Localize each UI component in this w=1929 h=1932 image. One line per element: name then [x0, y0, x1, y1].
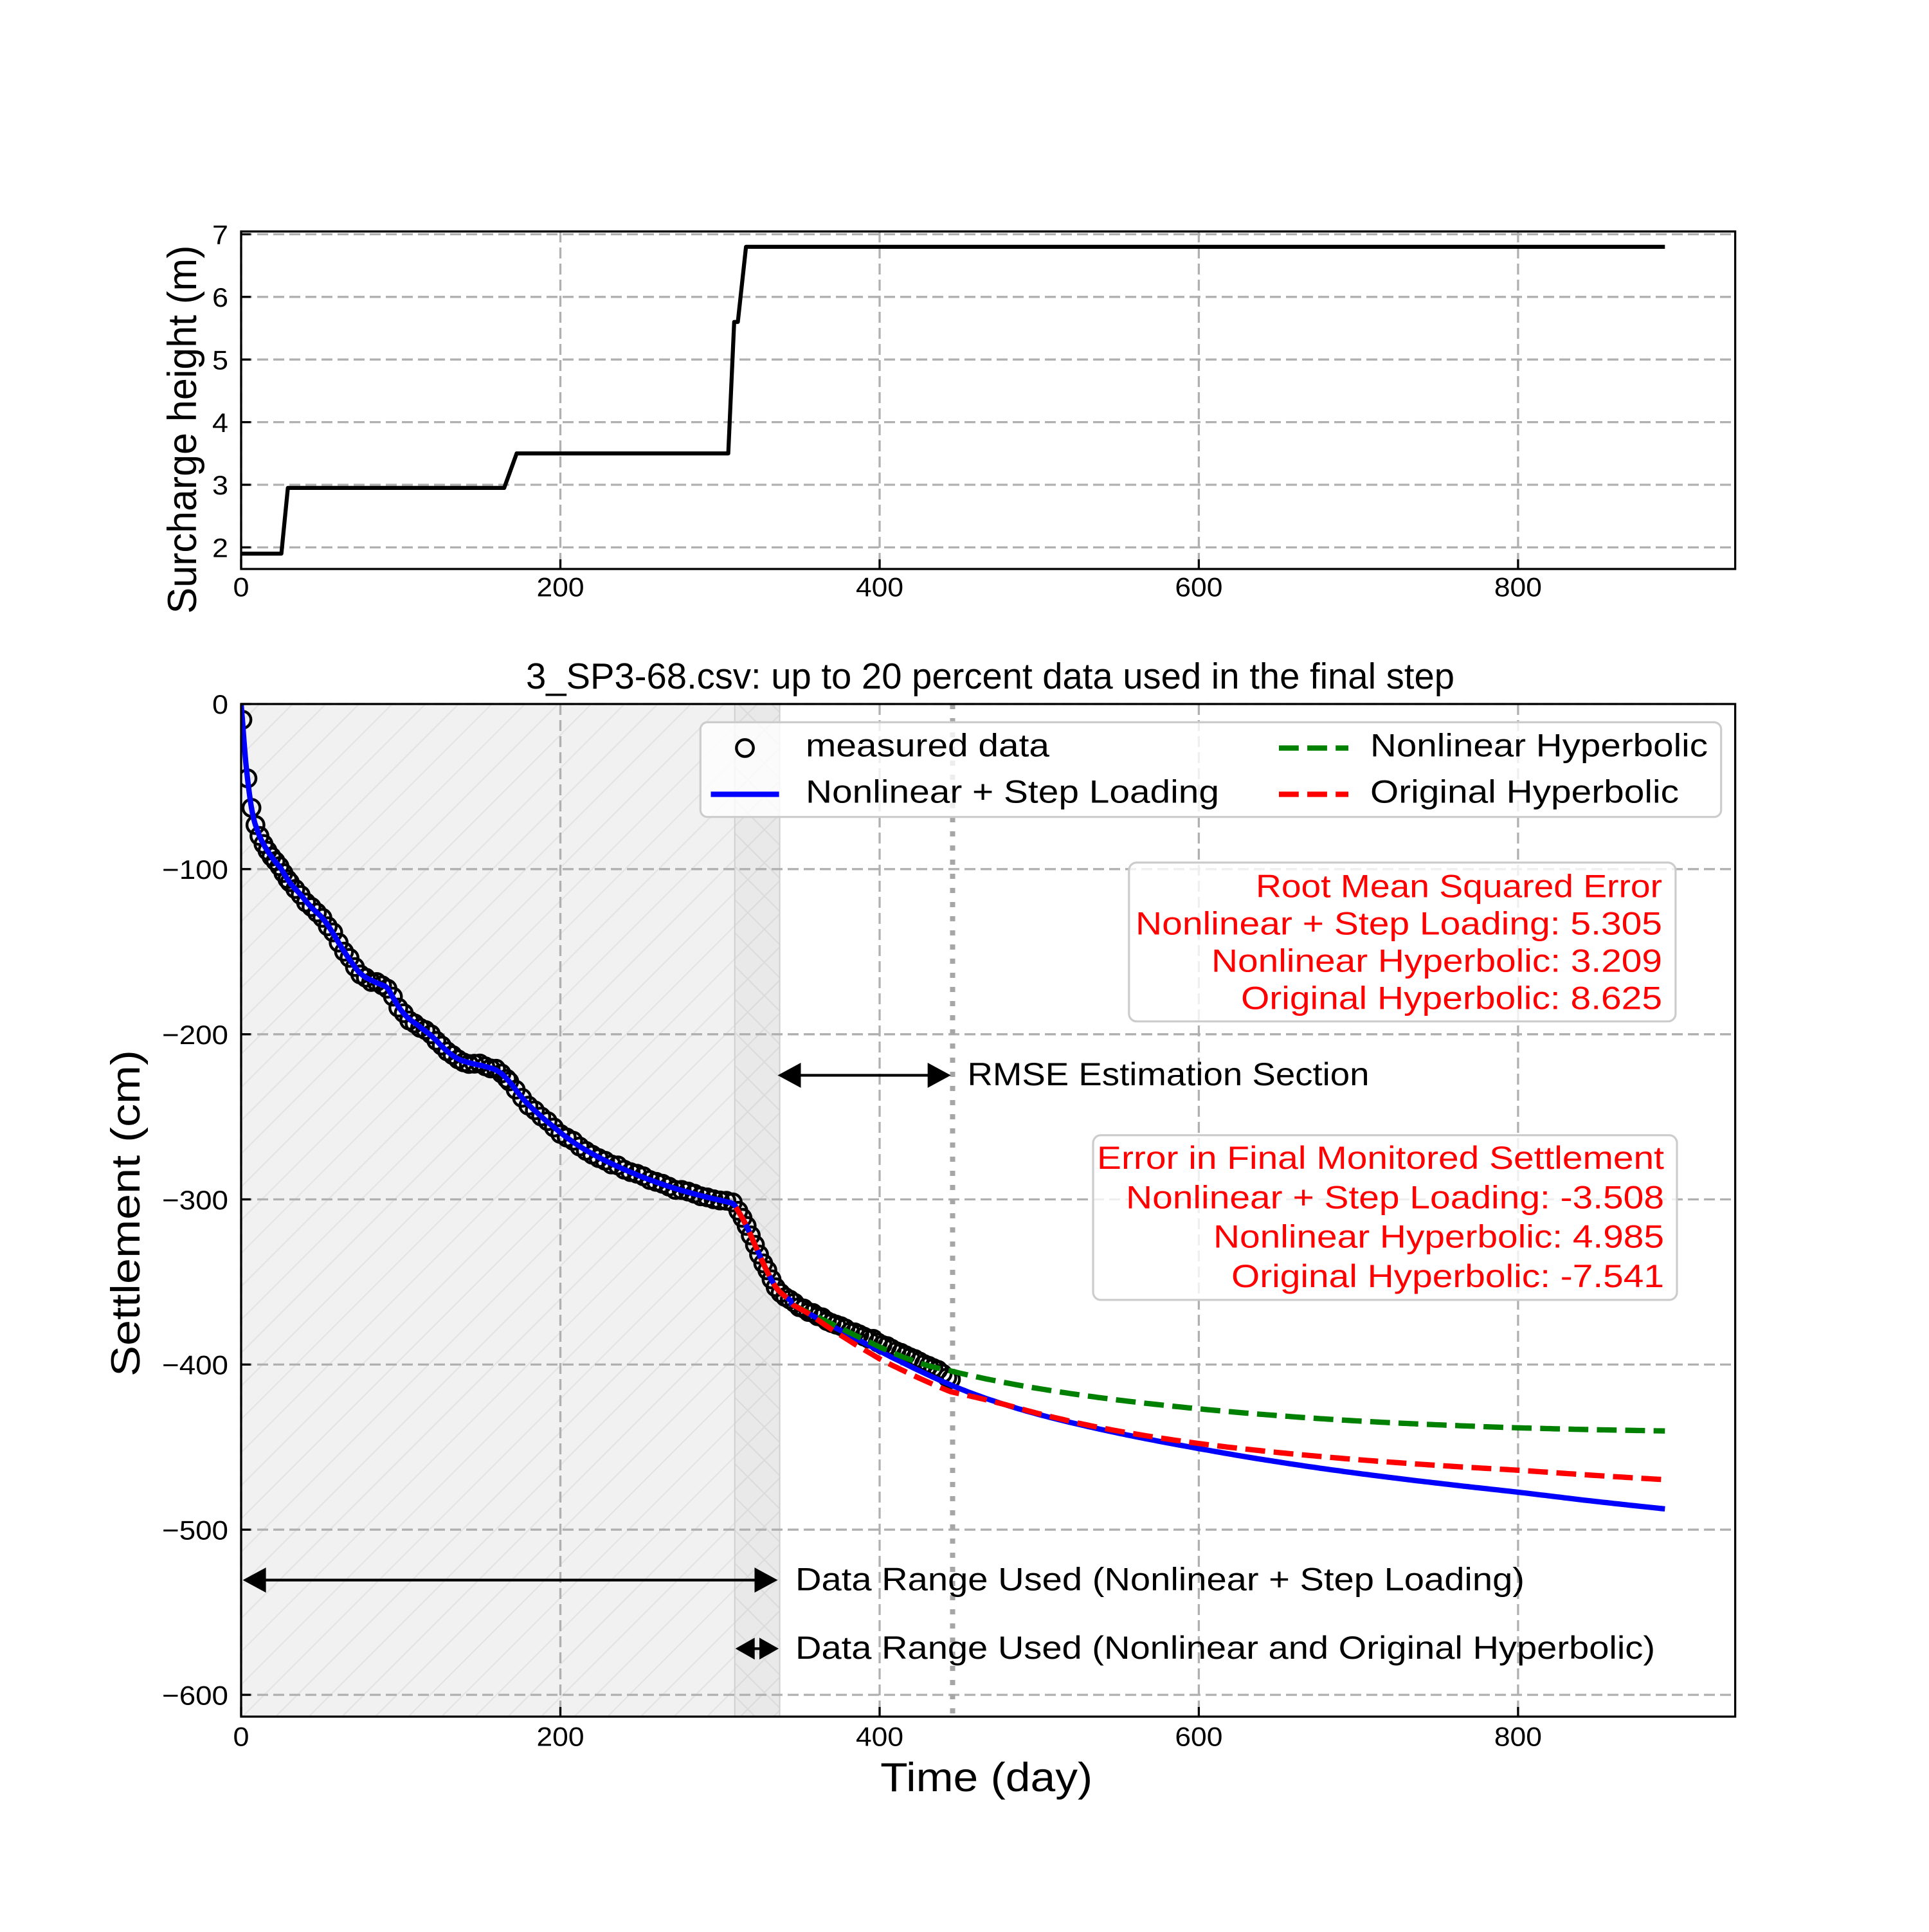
svg-text:600: 600: [1175, 1722, 1222, 1752]
svg-text:−300: −300: [162, 1185, 228, 1215]
svg-text:0: 0: [233, 1722, 249, 1752]
svg-text:Nonlinear Hyperbolic: 4.985: Nonlinear Hyperbolic: 4.985: [1213, 1219, 1664, 1255]
svg-text:400: 400: [856, 1722, 903, 1752]
svg-text:400: 400: [856, 572, 903, 602]
svg-text:Data Range Used (Nonlinear and: Data Range Used (Nonlinear and Original …: [795, 1630, 1655, 1666]
svg-text:Nonlinear Hyperbolic: 3.209: Nonlinear Hyperbolic: 3.209: [1211, 943, 1662, 979]
svg-text:0: 0: [233, 572, 249, 602]
svg-text:Nonlinear Hyperbolic: Nonlinear Hyperbolic: [1370, 727, 1708, 763]
svg-text:measured data: measured data: [806, 727, 1049, 763]
svg-text:800: 800: [1494, 572, 1542, 602]
svg-text:−400: −400: [162, 1350, 228, 1380]
svg-text:5: 5: [212, 345, 228, 375]
svg-text:Time (day): Time (day): [880, 1755, 1092, 1800]
svg-text:−600: −600: [162, 1680, 228, 1710]
svg-text:−200: −200: [162, 1020, 228, 1050]
svg-text:2: 2: [212, 533, 228, 563]
svg-text:3_SP3-68.csv: up to 20 percent: 3_SP3-68.csv: up to 20 percent data used…: [526, 656, 1454, 697]
svg-text:Original Hyperbolic: -7.541: Original Hyperbolic: -7.541: [1231, 1258, 1664, 1294]
svg-text:4: 4: [212, 408, 228, 438]
svg-text:Root Mean Squared Error: Root Mean Squared Error: [1256, 869, 1662, 905]
svg-text:0: 0: [212, 689, 228, 719]
svg-text:Original Hyperbolic: Original Hyperbolic: [1370, 773, 1679, 809]
svg-text:Original Hyperbolic: 8.625: Original Hyperbolic: 8.625: [1241, 980, 1662, 1016]
svg-text:−100: −100: [162, 854, 228, 885]
svg-text:6: 6: [212, 282, 228, 312]
svg-text:Settlement (cm): Settlement (cm): [104, 1050, 149, 1377]
svg-text:200: 200: [537, 572, 584, 602]
svg-text:Nonlinear + Step Loading: Nonlinear + Step Loading: [806, 773, 1219, 809]
svg-text:−500: −500: [162, 1515, 228, 1545]
svg-text:7: 7: [212, 220, 228, 250]
svg-text:Data Range Used (Nonlinear + S: Data Range Used (Nonlinear + Step Loadin…: [795, 1562, 1525, 1598]
svg-text:Error in Final Monitored Settl: Error in Final Monitored Settlement: [1097, 1140, 1664, 1176]
svg-text:Nonlinear + Step Loading: -3.5: Nonlinear + Step Loading: -3.508: [1126, 1179, 1664, 1215]
svg-text:Nonlinear + Step Loading: 5.30: Nonlinear + Step Loading: 5.305: [1136, 906, 1662, 942]
svg-text:3: 3: [212, 470, 228, 500]
svg-text:RMSE Estimation Section: RMSE Estimation Section: [968, 1056, 1370, 1092]
svg-text:200: 200: [537, 1722, 584, 1752]
svg-text:800: 800: [1494, 1722, 1542, 1752]
svg-text:600: 600: [1175, 572, 1222, 602]
svg-text:Surcharge height (m): Surcharge height (m): [160, 246, 205, 614]
